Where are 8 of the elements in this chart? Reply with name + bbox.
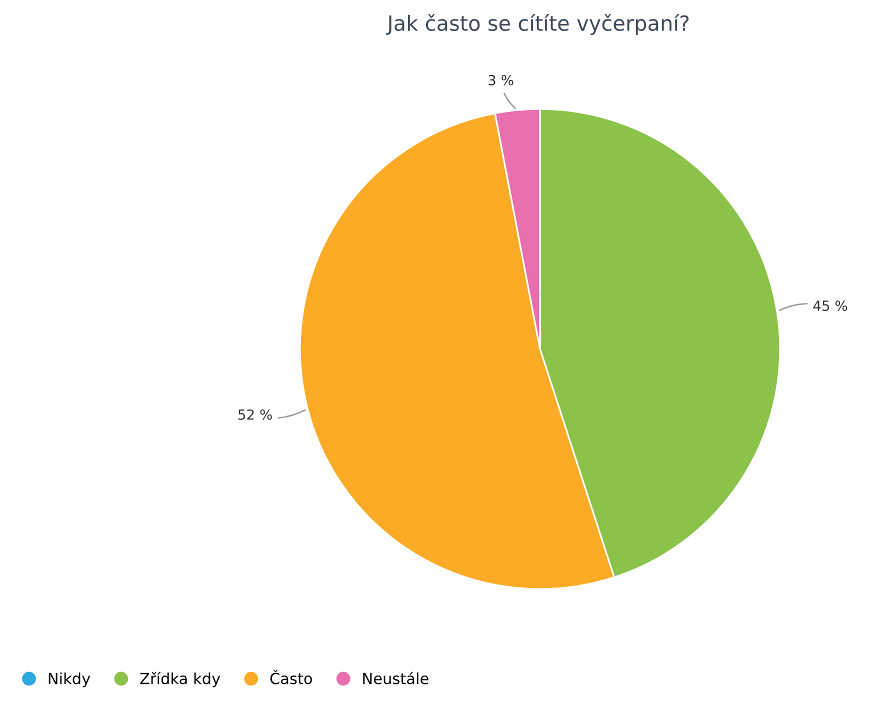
data-label: 45 % bbox=[813, 300, 848, 311]
legend-label: Zřídka kdy bbox=[140, 672, 220, 688]
chart-title: Jak často se cítíte vyčerpaní? bbox=[386, 14, 689, 36]
legend-label: Neustále bbox=[363, 672, 428, 684]
data-label: 3 % bbox=[488, 74, 514, 86]
legend-label: Často bbox=[270, 670, 312, 684]
data-label: 52 % bbox=[238, 409, 272, 420]
legend-label: Nikdy bbox=[48, 672, 90, 688]
